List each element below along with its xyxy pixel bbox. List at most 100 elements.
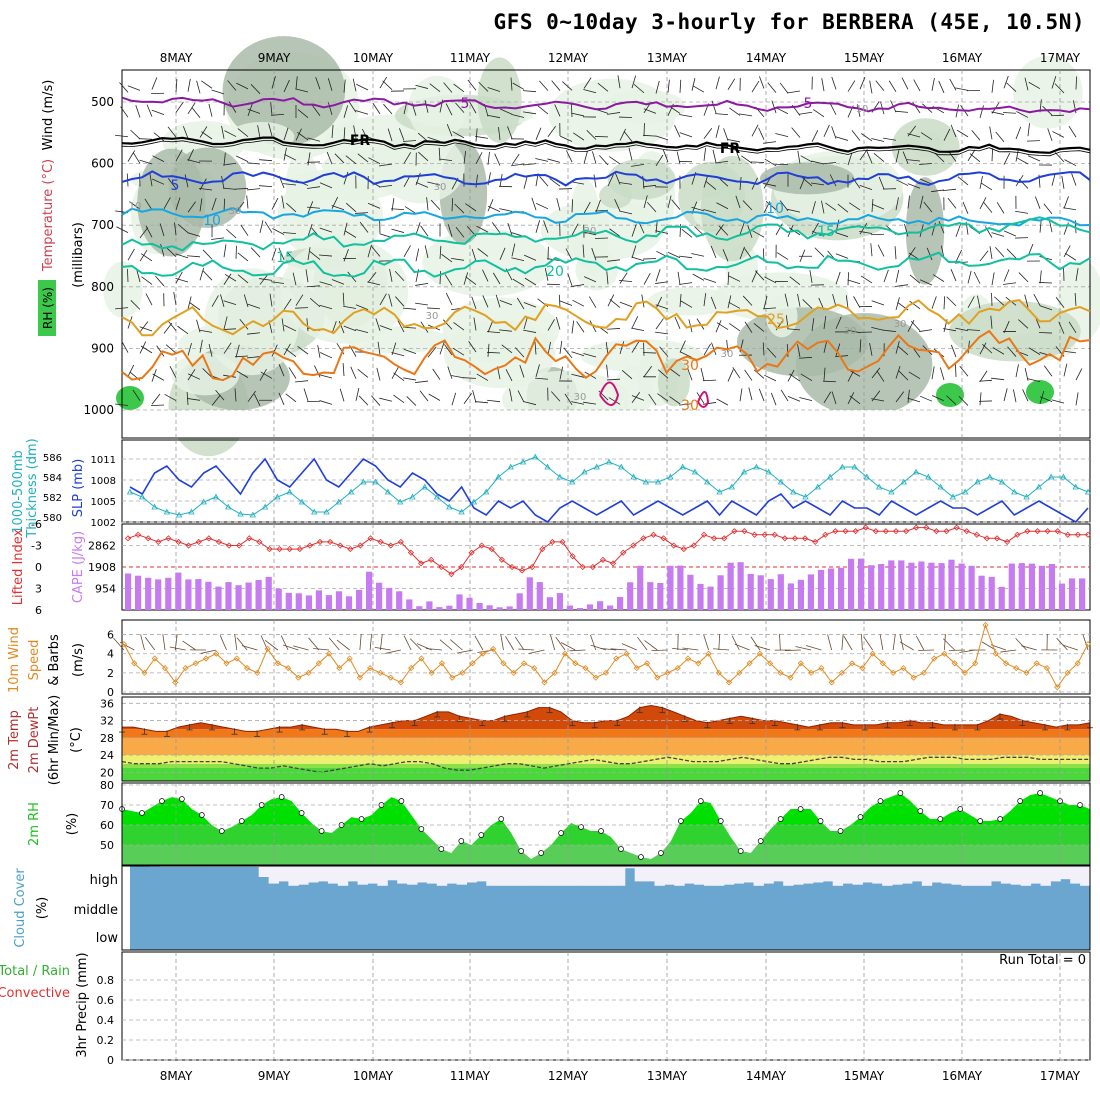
wind10-point [469, 660, 476, 667]
wind10-barb [369, 634, 372, 651]
wind-barb [631, 256, 645, 262]
wind10-point [500, 660, 507, 667]
wind-barb [326, 151, 333, 165]
wind10-point [490, 645, 497, 652]
cape-bar [356, 589, 363, 610]
wind10-barb [861, 634, 863, 651]
wind10-barb [731, 635, 740, 651]
cape-bar [366, 571, 373, 610]
cloud-high-gap [367, 866, 378, 884]
cape-bar [155, 579, 162, 610]
wind-barb [259, 369, 267, 381]
thickness-point [728, 483, 735, 490]
rh-shading [222, 36, 346, 146]
li-point [165, 535, 172, 542]
wind-barb [415, 248, 420, 262]
wind-barb [482, 269, 489, 282]
wind-barb [397, 320, 405, 333]
wind-barb [1003, 320, 1010, 334]
cape-bar [757, 575, 764, 610]
wind-barb [588, 296, 597, 308]
contour-label: 5 [461, 96, 470, 112]
wind-barb [547, 319, 555, 331]
wind-barb [811, 130, 819, 143]
date-label-bottom: 16MAY [942, 1069, 983, 1083]
wind-barb [343, 79, 346, 93]
wind-barb [202, 368, 213, 378]
pressure-tick-label: 700 [91, 218, 114, 232]
thickness-point [470, 498, 478, 505]
wind-barb [823, 162, 837, 165]
wind-barb [223, 152, 226, 166]
wind-barb [492, 272, 501, 285]
wind-barb [655, 304, 669, 310]
wind-barb [523, 90, 537, 93]
wind-barb [667, 79, 670, 93]
wind-barb [547, 341, 551, 355]
wind-barb [898, 370, 909, 381]
li-point [801, 535, 809, 542]
wind-barb [222, 328, 237, 330]
wind10-line [123, 623, 1089, 689]
wind-barb [735, 148, 741, 161]
wind-barb [657, 393, 669, 402]
wind-barb [765, 200, 777, 210]
wind-barb [586, 130, 597, 140]
wind10-barb [1021, 645, 1037, 651]
wind-barb [438, 147, 441, 161]
wind-barb [643, 134, 657, 137]
precip-label-c: 3hr Precip (mm) [75, 952, 90, 1057]
wind-barb [943, 128, 951, 141]
cape-bar [1038, 565, 1045, 610]
thickness-point [1035, 483, 1043, 490]
thickness-point [863, 473, 871, 480]
cloud-high-gap [654, 866, 665, 886]
wind-barb [919, 178, 933, 185]
wind-barb [187, 78, 191, 92]
cloud-high-gap [1060, 866, 1071, 880]
thickness-point [790, 488, 797, 495]
rh-point [677, 818, 684, 824]
wind-barb [475, 135, 489, 139]
wind-barb [511, 113, 525, 118]
temp2m-unit: (°C) [69, 727, 84, 753]
wind-barb [859, 223, 868, 235]
cloud-high-gap [862, 866, 873, 883]
wind-barb [869, 342, 873, 356]
wind-barb [861, 133, 873, 142]
rh-point [997, 816, 1004, 822]
wind-barb [716, 202, 729, 210]
wind-barb [1027, 378, 1041, 383]
wind10-barb [918, 649, 935, 651]
date-label-bottom: 9MAY [258, 1069, 291, 1083]
wind10-barb [784, 649, 801, 651]
cape-bar [506, 606, 513, 610]
cloud-high-gap [783, 866, 794, 886]
wind-barb [368, 157, 381, 165]
wind-barb [702, 379, 717, 382]
wind-barb [539, 80, 549, 91]
rh-point [458, 838, 465, 844]
wind-barb [762, 342, 765, 356]
cloud-high-gap [694, 866, 705, 885]
wind-barb [715, 160, 729, 164]
wind10-point [1084, 641, 1092, 648]
wind-barb [564, 393, 573, 406]
cloud-high-gap [1080, 866, 1091, 886]
rh-point [278, 794, 285, 800]
wind-barb [752, 230, 765, 238]
wind-barb [648, 393, 657, 406]
thickness-point [630, 473, 637, 480]
wind-barb [763, 183, 777, 187]
cloud-level-label: low [96, 931, 119, 946]
wind10-barb [280, 635, 289, 651]
cloud-frame [121, 865, 1091, 951]
wind-barb [167, 126, 177, 138]
wind-barb [130, 300, 141, 310]
wind-barb [272, 228, 285, 235]
date-label-bottom: 17MAY [1040, 1069, 1081, 1083]
wind-barb [319, 227, 333, 233]
cape-bar [667, 565, 674, 610]
wind-barb [211, 237, 225, 240]
wind-barb [1027, 155, 1041, 162]
